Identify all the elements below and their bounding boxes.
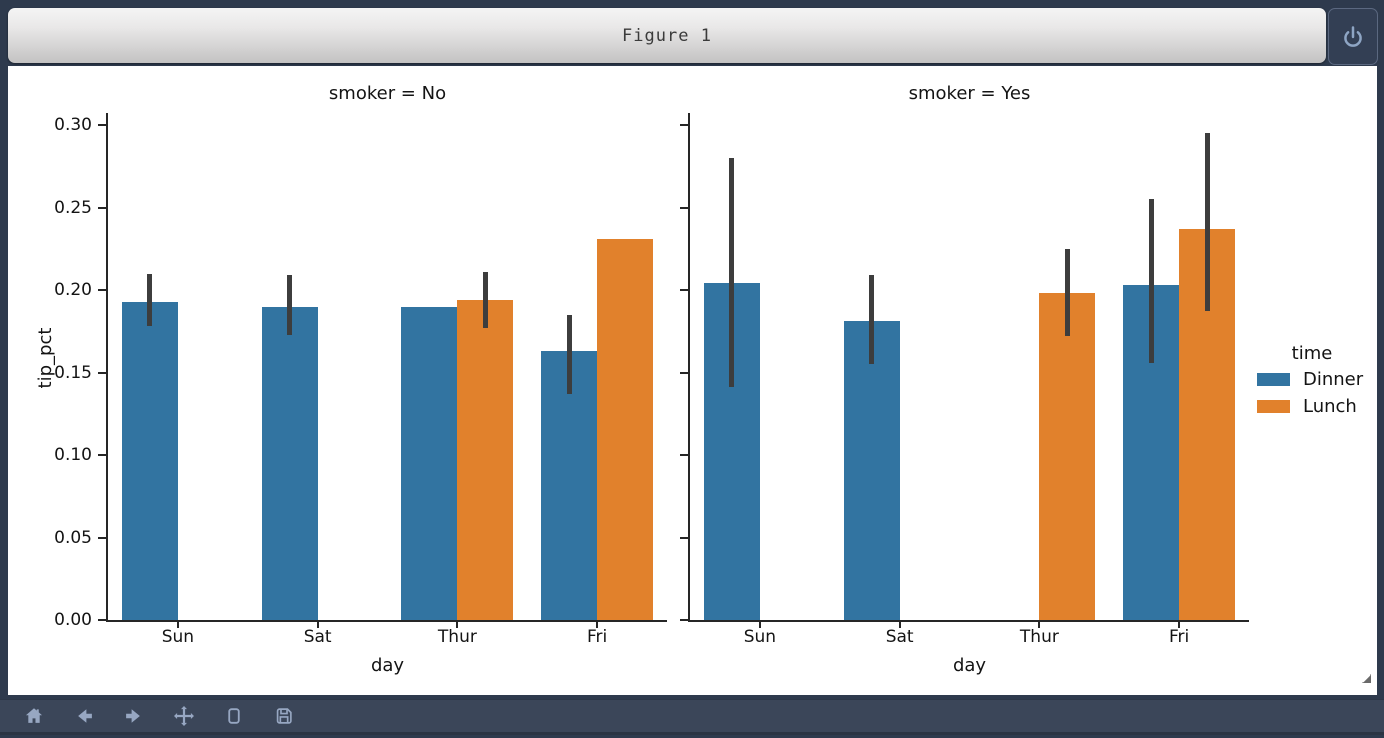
y-tick-label: 0.20 (54, 280, 92, 300)
bar-no-dinner-thur (401, 306, 458, 620)
error-bar-dinner-sun (729, 158, 735, 388)
x-tick-label: Fri (586, 627, 608, 647)
x-tick (1178, 622, 1181, 628)
legend-label-lunch: Lunch (1303, 395, 1357, 417)
window-title: Figure 1 (622, 25, 712, 46)
x-tick (596, 622, 599, 628)
home-icon (25, 708, 43, 723)
x-tick-label: Fri (1168, 627, 1190, 647)
y-tick (680, 454, 688, 456)
x-tick (1038, 622, 1041, 628)
y-tick (98, 289, 106, 291)
legend-swatch-lunch (1257, 399, 1290, 413)
x-tick-label: Sun (161, 627, 195, 647)
home-button[interactable] (14, 701, 54, 731)
arrow-left-icon (78, 709, 92, 723)
bar-yes-dinner-sat (843, 321, 900, 620)
power-button[interactable] (1328, 8, 1378, 65)
resize-grip-icon[interactable] (1358, 670, 1374, 686)
x-tick-label: Thur (1019, 627, 1059, 647)
facet-title: smoker = No (328, 83, 447, 104)
y-tick (680, 206, 688, 209)
error-bar-lunch-fri (1204, 133, 1210, 312)
forward-button[interactable] (114, 701, 154, 731)
y-tick-label: 0.25 (54, 197, 92, 218)
x-tick (456, 622, 459, 628)
y-tick-label: 0.30 (54, 115, 92, 135)
y-tick-label: 0.05 (54, 527, 92, 548)
y-tick (98, 124, 106, 126)
error-bar-dinner-fri (1148, 199, 1154, 363)
back-button[interactable] (64, 701, 104, 731)
x-tick (758, 622, 761, 628)
bar-yes-lunch-thur (1039, 293, 1096, 620)
y-tick-label: 0.10 (54, 445, 92, 465)
bar-no-dinner-sun (121, 301, 178, 620)
y-axis-spine (106, 113, 108, 622)
figure-canvas: tip_pct smoker = No 0.00 0.05 0.10 0.15 0.20 0… (8, 66, 1377, 695)
error-bar-dinner-sun (147, 273, 153, 327)
y-tick (680, 536, 688, 539)
y-tick-label: 0.00 (54, 610, 92, 630)
y-tick (680, 371, 688, 374)
facet-title: smoker = Yes (908, 83, 1031, 104)
y-tick (98, 619, 106, 621)
arrow-right-icon (126, 709, 140, 723)
x-tick (316, 622, 319, 628)
legend-swatch-dinner (1257, 372, 1290, 386)
y-tick-label: 0.15 (54, 362, 92, 383)
bar-no-dinner-fri (541, 351, 598, 620)
error-bar-dinner-sat (869, 275, 875, 365)
pan-button[interactable] (164, 701, 204, 731)
save-button[interactable] (264, 701, 304, 731)
x-tick-label: Sat (885, 627, 914, 647)
zoom-button[interactable] (214, 701, 254, 731)
x-tick-label: Sun (743, 627, 777, 647)
legend-title: time (1291, 343, 1333, 364)
legend-item-lunch: Lunch (1257, 395, 1357, 417)
zoom-rect-icon (228, 708, 240, 724)
error-bar-dinner-sat (287, 275, 293, 335)
y-axis-label: tip_pct (35, 327, 56, 389)
x-tick-label: Thur (437, 627, 477, 647)
window-titlebar[interactable]: Figure 1 (8, 8, 1326, 63)
y-tick (680, 619, 688, 621)
error-bar-lunch-thur (1064, 248, 1070, 337)
x-axis-label: day (952, 655, 987, 676)
y-tick (98, 371, 106, 374)
x-tick (898, 622, 901, 628)
y-tick (680, 289, 688, 291)
y-tick (680, 124, 688, 126)
x-axis-label: day (370, 655, 405, 676)
bar-no-lunch-fri (597, 238, 654, 620)
x-tick-label: Sat (303, 627, 332, 647)
error-bar-dinner-fri (566, 314, 572, 394)
move-icon (174, 706, 194, 726)
bar-no-lunch-thur (457, 299, 514, 620)
power-icon (1344, 25, 1362, 47)
bar-no-dinner-sat (261, 306, 318, 620)
save-icon (276, 708, 292, 724)
x-axis-spine (688, 620, 1249, 622)
y-tick (98, 206, 106, 209)
x-axis-spine (106, 620, 667, 622)
error-bar-lunch-thur (482, 271, 488, 328)
legend-item-dinner: Dinner (1257, 368, 1364, 390)
navigation-toolbar (0, 699, 1384, 735)
y-tick (98, 454, 106, 456)
y-tick (98, 536, 106, 539)
x-tick (176, 622, 179, 628)
y-axis-spine (688, 113, 690, 622)
legend-label-dinner: Dinner (1303, 368, 1364, 390)
